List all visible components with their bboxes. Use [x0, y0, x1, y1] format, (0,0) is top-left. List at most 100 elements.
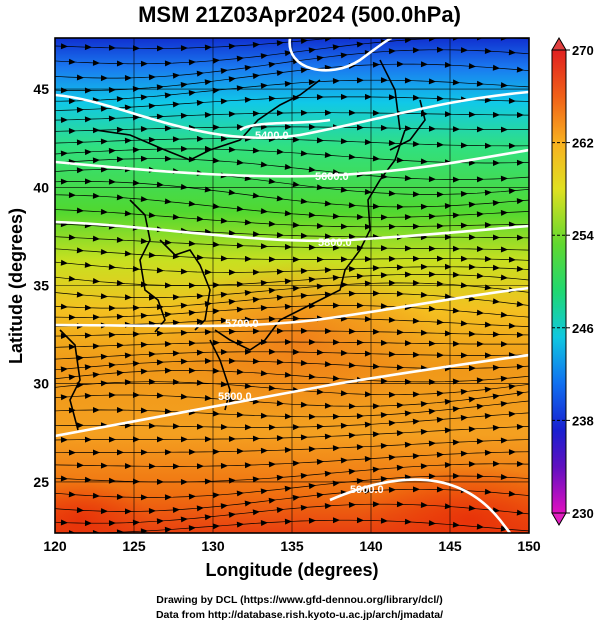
streamline-arrow [364, 421, 372, 428]
streamline-arrow [308, 413, 316, 420]
streamline-arrow [404, 125, 412, 132]
streamline-arrow [68, 234, 76, 241]
streamline-arrow [100, 508, 108, 515]
streamline-arrow [492, 264, 500, 271]
contour-label: 5600.0 [315, 171, 349, 183]
streamline-arrow [108, 362, 116, 369]
streamline-arrow [292, 256, 300, 263]
streamline-arrow [476, 211, 484, 218]
streamline-arrow [284, 303, 292, 310]
streamline-arrow [100, 208, 108, 215]
streamline-arrow [292, 494, 300, 501]
streamline-arrow [428, 340, 436, 347]
streamline-arrow [172, 136, 180, 143]
streamline-arrow [444, 202, 452, 209]
streamline-arrow [260, 243, 268, 250]
streamline-arrow [116, 449, 124, 456]
streamline-arrow [508, 449, 516, 456]
streamline-arrow [380, 339, 388, 346]
streamline-arrow [380, 476, 388, 482]
streamline-arrow [228, 357, 236, 364]
streamline-arrow [340, 223, 348, 230]
streamline-arrow [420, 329, 428, 336]
streamline-arrow [380, 272, 388, 279]
streamline-arrow [244, 462, 252, 469]
streamline-arrow [284, 50, 292, 57]
streamline-arrow [452, 340, 460, 347]
streamline-arrow [372, 431, 380, 438]
streamline-arrow [372, 61, 380, 68]
streamline-arrow [148, 74, 156, 81]
streamline-arrow [444, 461, 452, 468]
streamline-arrow [340, 256, 348, 263]
streamline-arrow [132, 265, 140, 272]
streamline-arrow [76, 355, 84, 362]
streamline-arrow [108, 178, 116, 185]
streamline-arrow [180, 516, 188, 523]
streamline-arrow [188, 449, 196, 456]
streamline-arrow [236, 306, 244, 313]
streamline-arrow [284, 163, 292, 170]
streamline-arrow [76, 106, 84, 113]
streamline-arrow [149, 378, 156, 385]
streamline-arrow [164, 449, 172, 456]
streamline-arrow [372, 403, 380, 410]
streamline-arrow [500, 38, 508, 41]
streamline-arrow [284, 447, 292, 454]
streamline-arrow [516, 66, 524, 73]
streamline-arrow [476, 176, 484, 183]
streamline-arrow [492, 507, 500, 514]
streamline-arrow [132, 331, 140, 338]
streamline-arrow [484, 221, 492, 228]
streamline-arrow [484, 142, 492, 149]
streamline-arrow [388, 140, 396, 147]
streamline-arrow [404, 271, 412, 278]
streamline-arrow [412, 140, 420, 147]
streamline-arrow [68, 374, 76, 381]
streamline-arrow [404, 340, 412, 347]
streamline-arrow [276, 506, 284, 513]
streamline-arrow [284, 518, 292, 525]
streamline-arrow [220, 68, 228, 74]
streamline-arrow [300, 360, 308, 367]
streamline-arrow [468, 396, 476, 403]
streamline-arrow [348, 233, 356, 240]
streamline-arrow [276, 435, 284, 442]
streamline-arrow [292, 285, 300, 292]
streamline-arrow [372, 290, 380, 297]
streamline-arrow [396, 430, 404, 437]
x-tick-label: 130 [201, 538, 225, 554]
streamline-arrow [84, 116, 92, 123]
streamline-arrow [436, 416, 444, 423]
streamline-arrow [500, 311, 508, 318]
streamline-arrow [236, 411, 244, 418]
streamline-arrow [316, 388, 324, 395]
streamline-arrow [164, 239, 172, 246]
streamline-arrow [268, 61, 276, 68]
credit-line-1: Drawing by DCL (https://www.gfd-dennou.o… [156, 594, 443, 606]
streamline-arrow [444, 234, 452, 241]
streamline-arrow [252, 231, 260, 238]
streamline-arrow [68, 449, 76, 456]
streamline-arrow [388, 486, 396, 493]
streamline-arrow [236, 55, 244, 62]
streamline-arrow [92, 371, 100, 378]
streamline-arrow [164, 494, 172, 501]
streamline-arrow [452, 521, 460, 528]
streamline-arrow [124, 74, 132, 81]
streamline-arrow [252, 269, 260, 276]
streamline-arrow [244, 96, 252, 103]
streamline-arrow [84, 520, 92, 527]
streamline-arrow [436, 223, 444, 230]
streamline-arrow [172, 319, 180, 326]
streamline-arrow [468, 111, 476, 118]
streamline-arrow [148, 463, 156, 470]
streamline-arrow [492, 393, 500, 400]
streamline-arrow [244, 219, 252, 226]
streamline-arrow [492, 331, 500, 338]
streamline-arrow [84, 304, 92, 311]
streamline-arrow [380, 77, 388, 84]
streamline-arrow [84, 392, 92, 399]
streamline-arrow [172, 72, 180, 79]
streamline-arrow [292, 349, 300, 356]
